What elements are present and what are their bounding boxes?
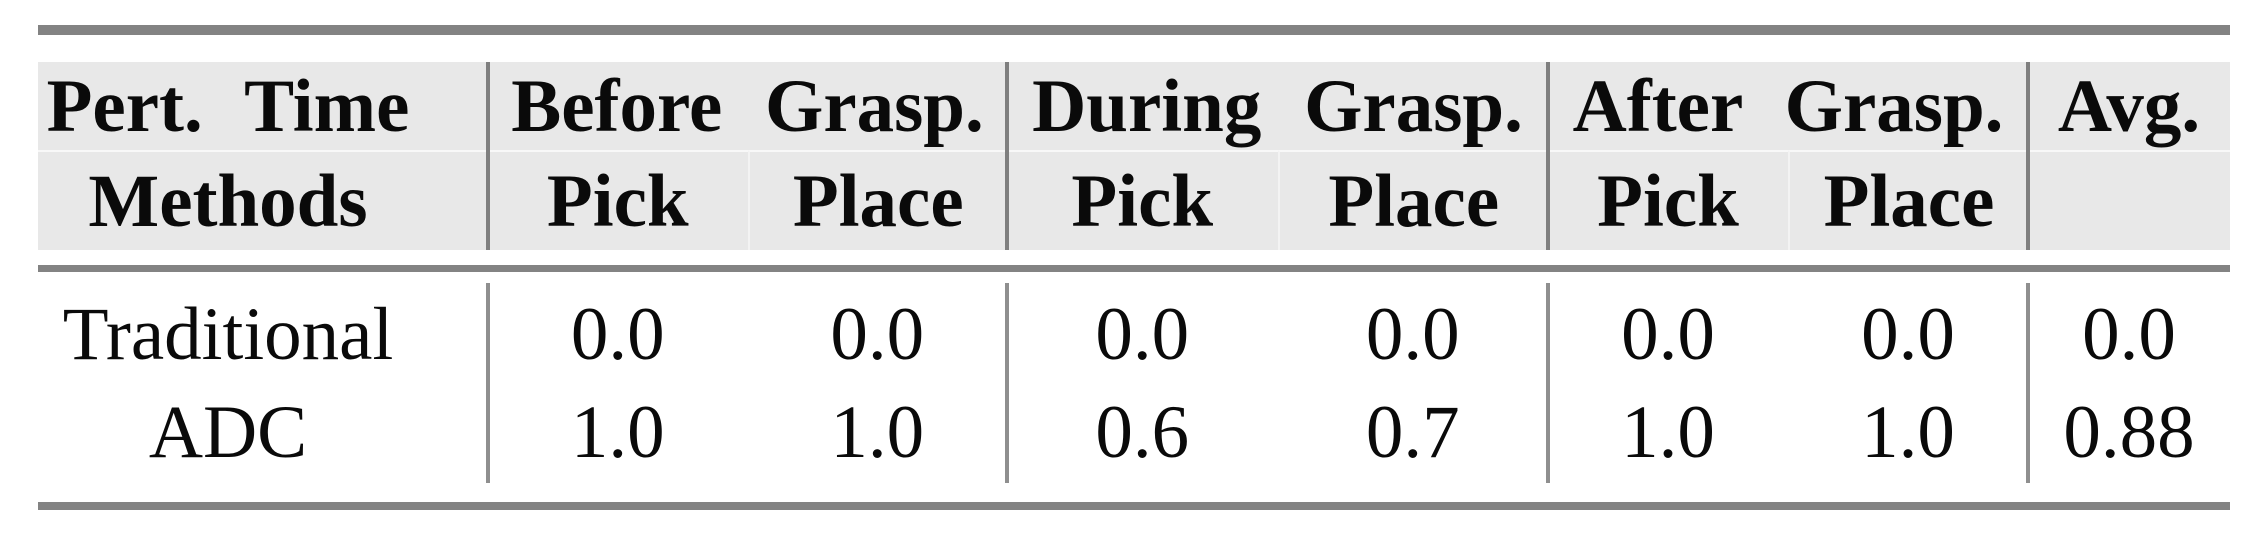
value-cell: 0.0 — [1861, 292, 1955, 376]
header-cell-avg: Avg. — [2057, 64, 2201, 148]
header-subcell-avg-empty — [2028, 150, 2230, 250]
header-group-after-grasp: After Grasp. — [1572, 64, 2004, 148]
column-divider — [1546, 62, 1550, 250]
header-cell-pert-time: Pert. Time — [46, 64, 410, 148]
method-cell: ADC — [148, 390, 308, 474]
column-divider — [486, 62, 490, 250]
value-cell: 1.0 — [570, 390, 665, 474]
header-subcell-after-pick: Pick — [1548, 150, 1788, 250]
table-body: Traditional 0.0 0.0 0.0 0.0 0.0 0.0 0.0 … — [38, 272, 2230, 481]
value-cell: 0.0 — [1095, 292, 1190, 376]
header-subcell-after-place: Place — [1788, 150, 2028, 250]
table-bottom-rule — [38, 502, 2230, 510]
column-divider — [2026, 283, 2030, 483]
column-divider — [1005, 62, 1009, 250]
method-cell: Traditional — [62, 292, 394, 376]
value-cell: 1.0 — [1621, 390, 1715, 474]
value-cell: 0.0 — [570, 292, 665, 376]
value-cell: 0.0 — [1365, 292, 1460, 376]
column-divider — [1546, 283, 1550, 483]
value-cell: 0.7 — [1365, 390, 1460, 474]
column-divider — [486, 283, 490, 483]
avg-value-cell: 0.0 — [2082, 292, 2176, 376]
column-divider — [2026, 62, 2030, 250]
value-cell: 0.0 — [830, 292, 925, 376]
value-cell: 1.0 — [830, 390, 925, 474]
header-subcell-during-place: Place — [1277, 150, 1548, 250]
header-cell-methods: Methods — [38, 150, 488, 250]
header-group-before-grasp: Before Grasp. — [511, 64, 984, 148]
table-top-rule — [38, 25, 2230, 35]
header-subcell-during-pick: Pick — [1007, 150, 1278, 250]
header-group-during-grasp: During Grasp. — [1032, 64, 1523, 148]
table-header: Pert. Time Before Grasp. During Grasp. A… — [38, 62, 2230, 250]
header-subcell-before-pick: Pick — [488, 150, 748, 250]
value-cell: 0.6 — [1095, 390, 1190, 474]
avg-value-cell: 0.88 — [2063, 390, 2195, 474]
value-cell: 1.0 — [1861, 390, 1955, 474]
value-cell: 0.0 — [1621, 292, 1715, 376]
table-mid-rule — [38, 265, 2230, 272]
header-subcell-before-place: Place — [747, 150, 1007, 250]
column-divider — [1005, 283, 1009, 483]
